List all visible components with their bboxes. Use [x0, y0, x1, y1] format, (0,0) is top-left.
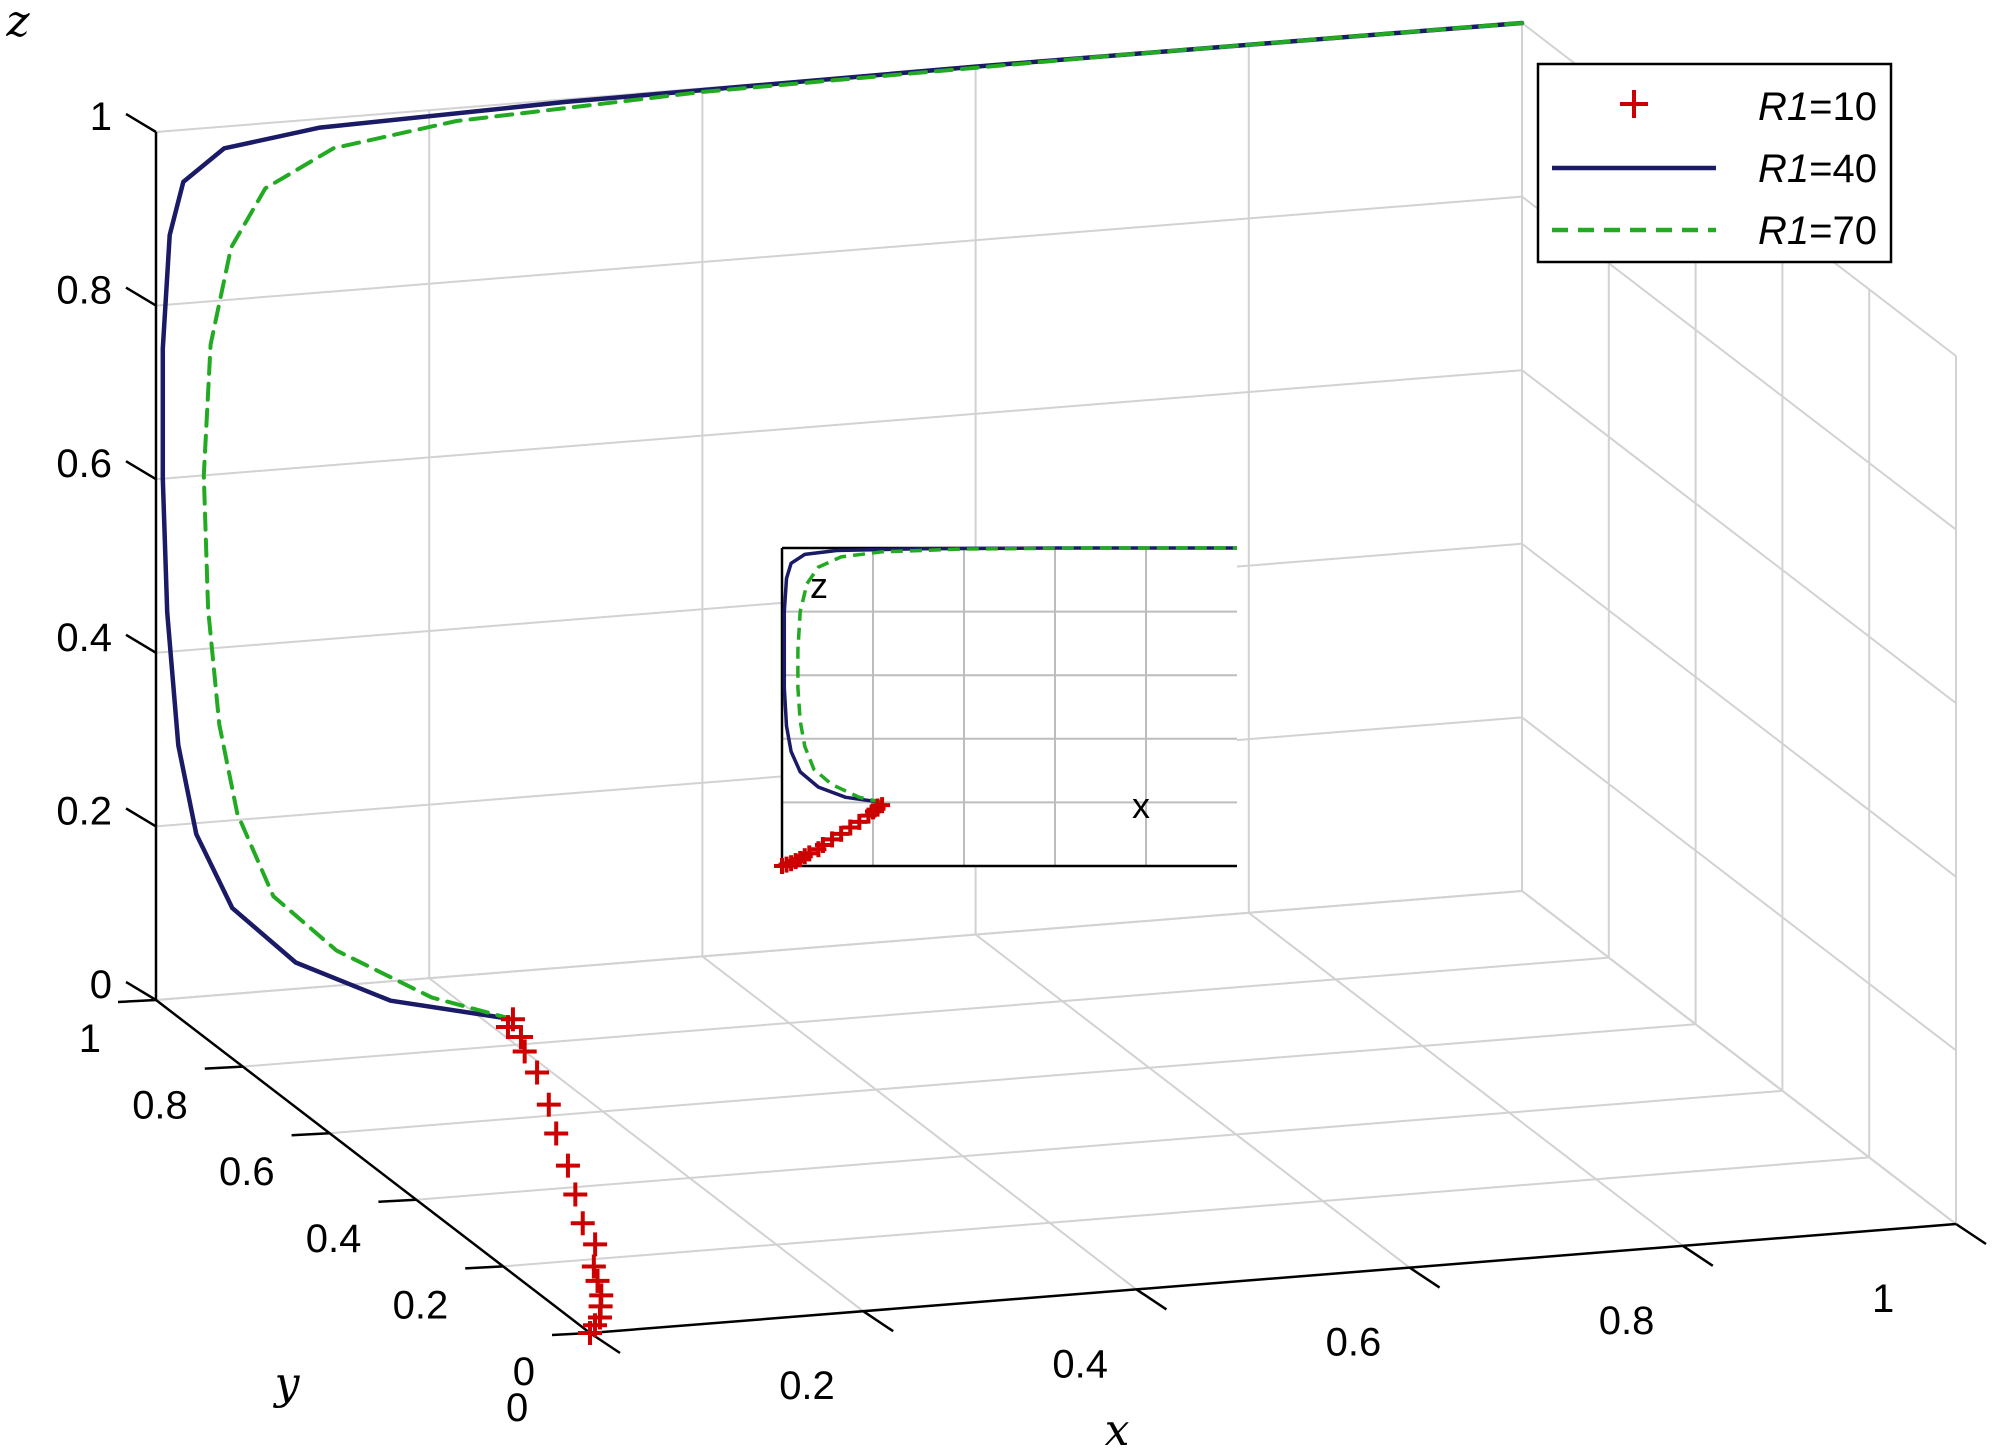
series-marker-r1-10: [581, 1254, 606, 1279]
x-axis-label: x: [1105, 1405, 1130, 1453]
x-tick-mark: [1408, 1266, 1441, 1289]
x-tick-mark: [862, 1310, 894, 1333]
x-tick-label: 0.6: [1326, 1321, 1382, 1365]
inset-line-r1-40: [782, 546, 1237, 805]
back-wall-grid-line: [155, 195, 1523, 307]
y-tick-mark: [204, 1065, 243, 1070]
floor-grid-line: [242, 956, 1609, 1068]
inset-marker-r1-10: [833, 825, 850, 842]
y-tick-label: 0.4: [306, 1217, 362, 1261]
side-wall-grid-line: [1521, 543, 1957, 878]
y-tick-mark: [465, 1265, 504, 1270]
floor-grid-line: [974, 933, 1411, 1269]
series-marker-r1-10: [512, 1039, 537, 1064]
legend: R1=10 R1=40 R1=70: [1536, 62, 1893, 264]
series-marker-r1-10: [555, 1153, 580, 1178]
z-tick-label: 1: [90, 95, 112, 139]
z-axis-label: z: [5, 0, 30, 47]
z-tick-label: 0.2: [56, 789, 112, 833]
z-tick-label: 0: [90, 963, 112, 1007]
legend-entry-label: R1=40: [1758, 147, 1877, 191]
y-tick-label: 0.6: [219, 1150, 275, 1194]
side-wall-grid-line: [1521, 369, 1957, 704]
back-wall-grid-line: [155, 890, 1523, 1001]
y-axis-line: [155, 999, 591, 1334]
inset-z-label: z: [810, 565, 828, 606]
legend-entry-label: R1=70: [1758, 209, 1877, 253]
inset-marker-r1-10: [842, 819, 859, 836]
floor-grid-line: [701, 955, 1138, 1291]
x-tick-label: 1: [1872, 1277, 1894, 1321]
x-axis-line: [589, 1222, 1957, 1335]
y-tick-mark: [378, 1198, 417, 1204]
series-marker-r1-10: [583, 1232, 608, 1257]
y-tick-mark: [117, 998, 157, 1004]
inset-marker-r1-10: [814, 837, 831, 854]
series-line-r1-70: [201, 21, 1524, 1022]
y-tick-mark: [291, 1131, 330, 1137]
inset-marker-r1-10: [874, 797, 891, 814]
side-wall-grid-line: [1521, 716, 1957, 1052]
inset-marker-r1-10: [801, 845, 818, 862]
z-tick-label: 0.6: [56, 442, 112, 486]
z-tick-label: 0.4: [56, 616, 112, 660]
x-tick-mark: [1682, 1244, 1714, 1267]
x-tick-mark: [1135, 1288, 1168, 1311]
floor-grid-line: [428, 977, 864, 1312]
inset-plot: zx: [774, 546, 1237, 874]
axis-lines: [117, 112, 1987, 1355]
side-wall-grid-line: [1521, 890, 1957, 1225]
tick-labels: 0 0.2 0.4 0.6 0.8 1 0 0.2 0.4 0.6 0.8 1 0 0.2 0.4 0.6 0.…: [56, 95, 1894, 1430]
floor-grid-line: [503, 1156, 1870, 1268]
inset-marker-r1-10: [824, 831, 841, 848]
inset-line-r1-70: [796, 546, 1237, 805]
x-tick-label: 0.4: [1052, 1342, 1108, 1386]
z-tick-mark: [125, 633, 157, 654]
series-marker-r1-10: [508, 1025, 533, 1050]
series-marker-r1-10: [570, 1211, 595, 1236]
x-tick-label: 0.2: [779, 1364, 835, 1408]
y-tick-label: 0.2: [393, 1283, 449, 1327]
series-marker-r1-10: [525, 1060, 550, 1085]
y-tick-label: 0.8: [132, 1084, 188, 1128]
series-marker-r1-10: [500, 1007, 525, 1032]
series-marker-r1-10: [544, 1121, 569, 1146]
series-marker-r1-10: [585, 1268, 610, 1293]
y-axis-label: y: [273, 1358, 301, 1409]
inset-x-label: x: [1132, 785, 1150, 826]
x-tick-label: 0.8: [1599, 1299, 1655, 1343]
series-layer: [160, 20, 1525, 1345]
series-marker-r1-10: [563, 1182, 588, 1207]
z-tick-mark: [125, 112, 157, 134]
y-tick-label: 1: [79, 1017, 101, 1061]
inset-marker-r1-10: [851, 813, 868, 830]
z-tick-label: 0.8: [56, 269, 112, 313]
legend-entry-label: R1=10: [1758, 85, 1877, 129]
back-wall-grid-line: [155, 369, 1523, 481]
floor-grid-line: [329, 1023, 1696, 1135]
series-line-r1-40: [160, 20, 1525, 1022]
series-marker-r1-10: [536, 1092, 561, 1117]
z-tick-mark: [125, 807, 157, 828]
floor-grid-line: [1248, 912, 1684, 1247]
z-tick-mark: [125, 980, 157, 1002]
floor-grid-line: [416, 1089, 1783, 1201]
x-tick-mark: [1955, 1222, 1987, 1246]
x-tick-label: 0: [506, 1386, 528, 1430]
legend-swatch-marker: [1620, 90, 1648, 118]
z-tick-mark: [125, 460, 157, 481]
z-tick-mark: [125, 286, 157, 307]
y-tick-label: 0: [513, 1350, 535, 1394]
series-marker-r1-10: [589, 1283, 614, 1308]
inset-background: [782, 548, 1237, 866]
